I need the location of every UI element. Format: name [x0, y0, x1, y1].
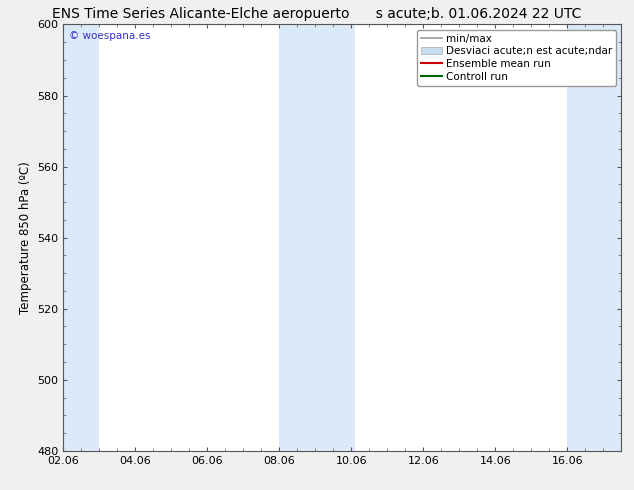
Bar: [280, 24, 355, 451]
Bar: [567, 24, 625, 451]
Legend: min/max, Desviaci acute;n est acute;ndar, Ensemble mean run, Controll run: min/max, Desviaci acute;n est acute;ndar…: [417, 30, 616, 86]
Y-axis label: Temperature 850 hPa (ºC): Temperature 850 hPa (ºC): [19, 161, 32, 314]
Bar: [60, 24, 100, 451]
Text: © woespana.es: © woespana.es: [69, 31, 150, 41]
Text: ENS Time Series Alicante-Elche aeropuerto      s acute;b. 01.06.2024 22 UTC: ENS Time Series Alicante-Elche aeropuert…: [53, 7, 581, 22]
